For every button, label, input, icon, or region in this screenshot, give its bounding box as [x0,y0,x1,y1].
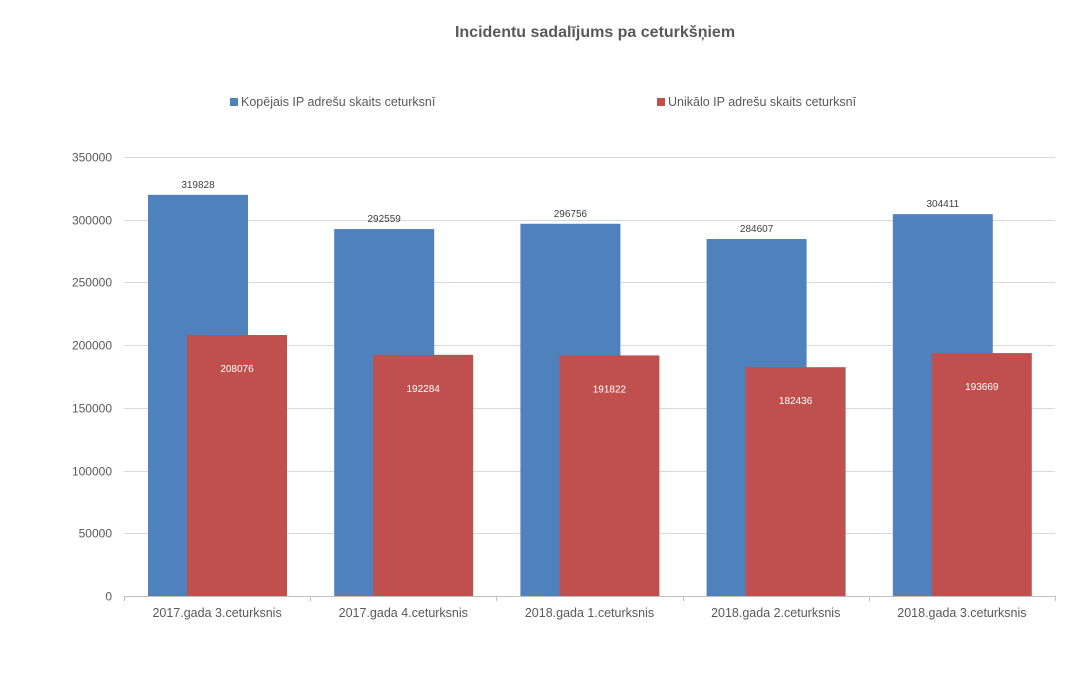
bars [148,194,1032,597]
legend: Kopējais IP adrešu skaits ceturksnī Unik… [0,95,1078,115]
data-label-unique: 191822 [593,384,627,395]
y-tick-label: 0 [105,590,112,604]
bar-unique [931,353,1032,596]
data-label-total: 319828 [181,180,215,191]
bar-unique [373,354,474,596]
x-category-label: 2017.gada 4.ceturksnis [339,606,468,620]
y-tick-label: 50000 [79,527,113,541]
bar-unique [559,355,660,596]
chart-title: Incidentu sadalījums pa ceturkšņiem [454,24,736,41]
legend-swatch-total [230,98,238,106]
x-category-label: 2017.gada 3.ceturksnis [152,606,281,620]
data-label-unique: 182436 [779,396,813,407]
legend-item-unique: Unikālo IP adrešu skaits ceturksnī [657,95,856,109]
data-label-total: 292559 [368,214,402,225]
bar-unique [187,335,287,596]
data-label-total: 284607 [740,224,774,235]
axes: 0 50000 100000 150000 200000 250000 300000 3500… [72,151,1056,620]
x-category-label: 2018.gada 3.ceturksnis [897,606,1026,620]
y-tick-label: 200000 [72,339,112,353]
data-label-total: 304411 [926,199,959,210]
y-tick-label: 350000 [72,151,112,165]
legend-label-total: Kopējais IP adrešu skaits ceturksnī [241,95,436,109]
data-label-unique: 193669 [965,382,999,393]
y-tick-label: 150000 [72,402,112,416]
data-label-unique: 208076 [220,364,254,375]
x-category-label: 2018.gada 2.ceturksnis [711,606,840,620]
legend-item-total: Kopējais IP adrešu skaits ceturksnī [230,95,435,109]
bar-unique [745,367,846,596]
data-label-unique: 192284 [407,384,441,395]
x-category-label: 2018.gada 1.ceturksnis [525,606,654,620]
data-label-total: 296756 [554,209,588,220]
legend-label-unique: Unikālo IP adrešu skaits ceturksnī [668,95,857,109]
y-tick-label: 100000 [72,465,112,479]
data-labels: 319828 208076 292559 192284 296756 191822 2846… [181,180,999,407]
y-tick-label: 300000 [72,214,112,228]
legend-swatch-unique [657,98,665,106]
y-tick-label: 250000 [72,276,112,290]
